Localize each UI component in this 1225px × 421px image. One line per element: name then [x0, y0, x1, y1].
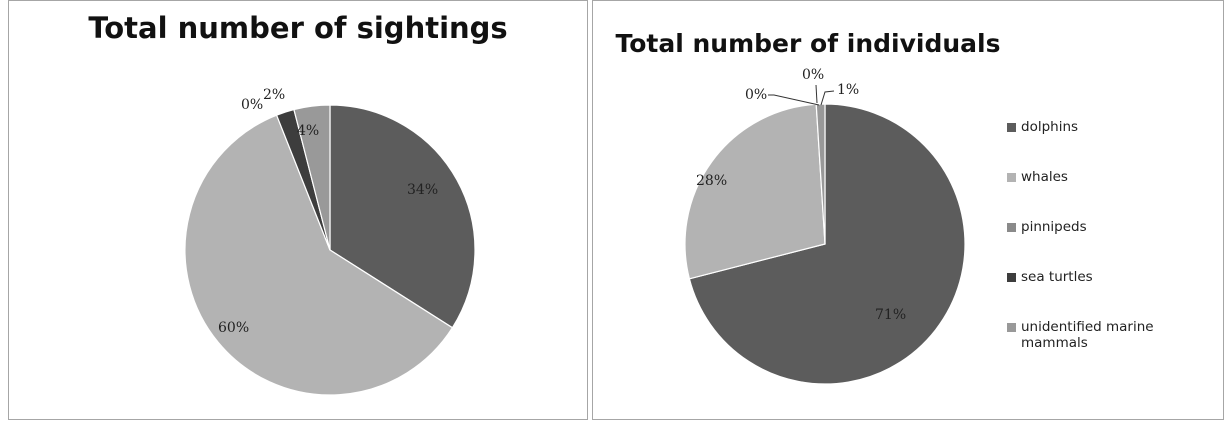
- individuals-label-whales: 28%: [696, 173, 727, 189]
- sightings-label-pinnipeds: 0%: [241, 97, 263, 113]
- legend-swatch-whales: [1007, 173, 1016, 182]
- legend-label-pinnipeds: pinnipeds: [1021, 219, 1087, 235]
- sightings-slice-dolphins: [329, 104, 476, 329]
- individuals-label-dolphins: 71%: [875, 307, 906, 323]
- legend-swatch-sea-turtles: [1007, 273, 1016, 282]
- legend-swatch-dolphins: [1007, 123, 1016, 132]
- sightings-label-whales: 60%: [218, 320, 249, 336]
- legend-label-whales: whales: [1021, 169, 1068, 185]
- individuals-chart-panel: Total number of individuals 71% 28% 0% 0% 1%…: [592, 0, 1224, 420]
- sightings-label-unidentified: 4%: [297, 123, 319, 139]
- individuals-label-pinnipeds: 0%: [745, 87, 767, 103]
- individuals-leader-pinnipeds: [768, 94, 820, 106]
- sightings-label-sea-turtles: 2%: [263, 87, 285, 103]
- legend-swatch-unidentified: [1007, 323, 1016, 332]
- individuals-slice-dolphins: [688, 103, 966, 385]
- legend-item-sea-turtles: sea turtles: [1007, 269, 1222, 319]
- sightings-label-dolphins: 34%: [407, 182, 438, 198]
- legend-item-dolphins: dolphins: [1007, 119, 1222, 169]
- sightings-slice-whales: [184, 114, 454, 396]
- legend-item-pinnipeds: pinnipeds: [1007, 219, 1222, 269]
- individuals-leader-sea-turtles: [815, 84, 818, 104]
- legend-label-dolphins: dolphins: [1021, 119, 1079, 135]
- legend-item-whales: whales: [1007, 169, 1222, 219]
- legend-item-unidentified-marine-mammals: unidentified marine mammals: [1007, 319, 1222, 369]
- legend-label-sea-turtles: sea turtles: [1021, 269, 1093, 285]
- individuals-slice-whales: [684, 103, 826, 280]
- sightings-pie-chart: 34% 60% 0%2% 4%: [184, 87, 476, 396]
- legend-label-unidentified: unidentified marine mammals: [1021, 319, 1154, 351]
- individuals-label-unidentified: 1%: [837, 82, 859, 98]
- sightings-chart-title: Total number of sightings: [88, 11, 508, 45]
- individuals-leader-unidentified: [820, 90, 835, 106]
- sightings-chart-panel: Total number of sightings 34% 60% 0% 2% 4%: [8, 0, 588, 420]
- legend-swatch-pinnipeds: [1007, 223, 1016, 232]
- chart-legend: dolphins whales pinnipeds sea turtles un…: [1007, 119, 1222, 369]
- individuals-label-sea-turtles: 0%: [802, 67, 824, 83]
- individuals-pie-chart: 71% 28% 0% 0% 1%: [684, 67, 966, 385]
- individuals-chart-title: Total number of individuals: [615, 29, 1001, 58]
- sightings-slice-unidentified: [293, 104, 331, 251]
